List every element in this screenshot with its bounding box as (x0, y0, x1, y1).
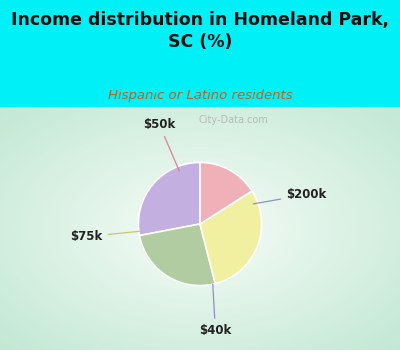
Text: City-Data.com: City-Data.com (199, 116, 269, 126)
Text: $75k: $75k (70, 230, 140, 243)
Wedge shape (140, 224, 215, 286)
Text: $50k: $50k (143, 118, 179, 171)
Text: Hispanic or Latino residents: Hispanic or Latino residents (108, 89, 292, 102)
Text: $40k: $40k (199, 284, 232, 337)
Text: $200k: $200k (253, 188, 326, 204)
Wedge shape (138, 162, 200, 236)
Wedge shape (200, 162, 252, 224)
Wedge shape (200, 191, 262, 284)
Text: Income distribution in Homeland Park,
SC (%): Income distribution in Homeland Park, SC… (11, 10, 389, 51)
